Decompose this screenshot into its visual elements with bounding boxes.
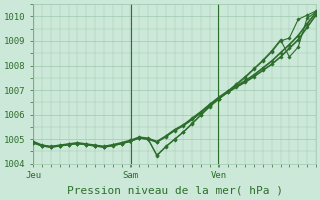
X-axis label: Pression niveau de la mer( hPa ): Pression niveau de la mer( hPa ) [67,186,283,196]
